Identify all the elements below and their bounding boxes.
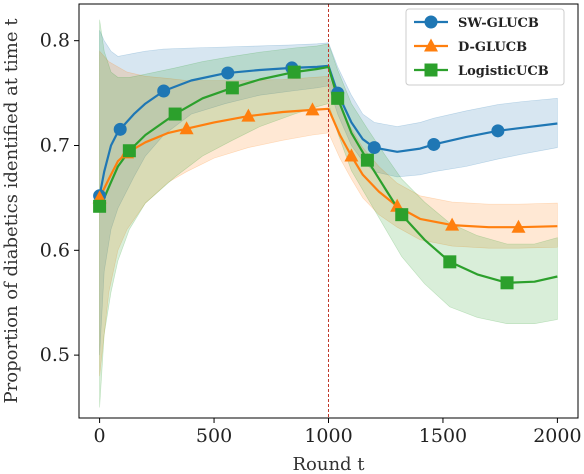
y-tick-label-1: 0.6 (40, 239, 70, 261)
marker-0-6 (367, 141, 381, 155)
marker-1-4 (305, 102, 320, 116)
x-tick-label-0: 0 (94, 425, 106, 447)
marker-1-3 (241, 108, 256, 122)
confidence-bands (99, 19, 558, 408)
series-markers (92, 61, 526, 290)
marker-0-2 (157, 84, 171, 98)
marker-2-7 (395, 208, 409, 222)
legend-label-2: LogisticUCB (458, 64, 549, 79)
x-axis-ticks: 0 500 1000 1500 2000 (94, 418, 582, 447)
legend: SW-GLUCB D-GLUCB LogisticUCB (405, 8, 565, 86)
legend-label-1: D-GLUCB (458, 40, 527, 55)
marker-2-8 (443, 255, 457, 269)
marker-2-9 (500, 276, 514, 290)
y-tick-label-2: 0.7 (40, 134, 70, 156)
marker-0-7 (427, 137, 441, 151)
band-1 (99, 50, 558, 377)
series-line-1 (98, 107, 558, 229)
marker-2-3 (225, 81, 239, 95)
marker-0-8 (491, 124, 505, 138)
x-tick-label-2: 1000 (304, 425, 352, 447)
marker-2-4 (287, 65, 301, 79)
marker-1-7 (445, 217, 460, 231)
marker-0-3 (221, 66, 235, 80)
marker-2-5 (331, 91, 345, 105)
marker-2-6 (360, 153, 374, 167)
legend-label-0: SW-GLUCB (458, 16, 539, 31)
marker-1-8 (511, 219, 526, 233)
y-tick-label-3: 0.8 (40, 30, 70, 52)
marker-1-2 (179, 121, 194, 135)
legend-marker-2 (424, 63, 438, 77)
legend-marker-1 (424, 38, 438, 52)
x-tick-label-3: 1500 (419, 425, 467, 447)
y-tick-label-0: 0.5 (40, 344, 70, 366)
band-2 (99, 19, 558, 408)
x-tick-label-1: 500 (196, 425, 232, 447)
x-axis-label: Round t (292, 454, 365, 474)
marker-0-1 (113, 122, 127, 136)
y-axis-label: Proportion of diabetics identified at ti… (1, 18, 22, 404)
y-axis-ticks: 0.5 0.6 0.7 0.8 (40, 30, 79, 366)
marker-1-5 (344, 148, 359, 162)
band-0 (99, 30, 558, 356)
legend-box (405, 8, 565, 86)
marker-2-1 (122, 144, 136, 158)
marker-2-2 (168, 107, 182, 121)
x-tick-label-4: 2000 (533, 425, 581, 447)
legend-marker-0 (424, 15, 438, 29)
marker-2-0 (93, 199, 107, 213)
